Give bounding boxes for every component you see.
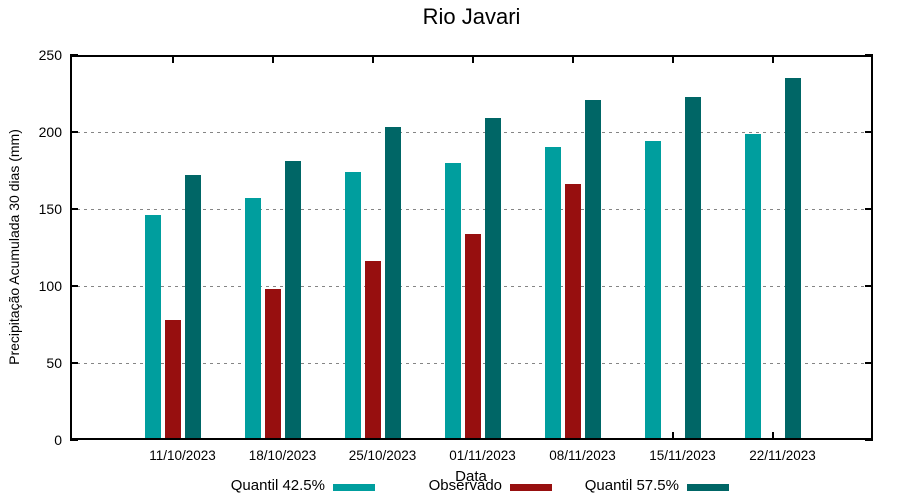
y-tick-label-0: 0 xyxy=(54,432,62,448)
legend-swatch-observado xyxy=(510,484,552,491)
x-tick-label-25-10-2023: 25/10/2023 xyxy=(348,448,417,463)
y-tick-0 xyxy=(865,439,873,441)
bar-quantil-57-5-11-10-2023 xyxy=(185,175,201,440)
bar-quantil-42-5-01-11-2023 xyxy=(445,163,461,440)
bar-quantil-57-5-08-11-2023 xyxy=(585,100,601,440)
bar-observado-25-10-2023 xyxy=(365,261,381,440)
x-tick-label-08-11-2023: 08/11/2023 xyxy=(549,448,616,463)
x-tick-15-11-2023 xyxy=(672,55,674,63)
bar-observado-18-10-2023 xyxy=(265,289,281,440)
bar-quantil-57-5-25-10-2023 xyxy=(385,127,401,440)
y-tick-50 xyxy=(70,362,78,364)
x-tick-label-01-11-2023: 01/11/2023 xyxy=(449,448,516,463)
y-tick-150 xyxy=(70,208,78,210)
plot-area xyxy=(70,54,873,441)
bar-quantil-57-5-15-11-2023 xyxy=(685,97,701,440)
bar-observado-11-10-2023 xyxy=(165,320,181,440)
bar-quantil-42-5-08-11-2023 xyxy=(545,147,561,440)
chart-title: Rio Javari xyxy=(422,4,521,29)
y-tick-label-250: 250 xyxy=(38,47,62,63)
y-axis-label: Precipitação Acumulada 30 dias (mm) xyxy=(6,129,22,365)
bar-quantil-42-5-25-10-2023 xyxy=(345,172,361,440)
x-tick-label-11-10-2023: 11/10/2023 xyxy=(149,448,216,463)
legend-swatch-quantil-57-5 xyxy=(687,484,729,491)
y-tick-200 xyxy=(70,131,78,133)
x-tick-25-10-2023 xyxy=(372,55,374,63)
bar-quantil-57-5-01-11-2023 xyxy=(485,118,501,440)
legend-swatch-quantil-42-5 xyxy=(333,484,375,491)
x-tick-18-10-2023 xyxy=(272,55,274,63)
bar-quantil-42-5-22-11-2023 xyxy=(745,134,761,440)
bar-quantil-42-5-15-11-2023 xyxy=(645,141,661,440)
y-tick-label-100: 100 xyxy=(38,278,62,294)
y-tick-200 xyxy=(865,131,873,133)
y-tick-label-50: 50 xyxy=(46,355,62,371)
x-tick-label-15-11-2023: 15/11/2023 xyxy=(649,448,716,463)
x-tick-15-11-2023 xyxy=(672,432,674,440)
bar-observado-01-11-2023 xyxy=(465,234,481,440)
x-tick-11-10-2023 xyxy=(172,55,174,63)
y-tick-0 xyxy=(70,439,78,441)
x-tick-08-11-2023 xyxy=(572,55,574,63)
y-tick-150 xyxy=(865,208,873,210)
gridline-200 xyxy=(70,132,873,133)
bar-quantil-57-5-18-10-2023 xyxy=(285,161,301,440)
bar-quantil-57-5-22-11-2023 xyxy=(785,78,801,440)
bar-quantil-42-5-11-10-2023 xyxy=(145,215,161,440)
legend-label-quantil-57-5: Quantil 57.5% xyxy=(584,477,679,494)
y-tick-label-200: 200 xyxy=(38,124,62,140)
gridline-150 xyxy=(70,209,873,210)
bar-observado-08-11-2023 xyxy=(565,184,581,440)
x-tick-label-22-11-2023: 22/11/2023 xyxy=(749,448,816,463)
x-tick-22-11-2023 xyxy=(772,55,774,63)
y-tick-250 xyxy=(70,54,78,56)
legend-label-observado: Observado xyxy=(428,477,502,494)
y-tick-50 xyxy=(865,362,873,364)
x-tick-label-18-10-2023: 18/10/2023 xyxy=(248,448,317,463)
x-axis-label: Data xyxy=(455,468,487,485)
x-tick-01-11-2023 xyxy=(472,55,474,63)
y-tick-label-150: 150 xyxy=(38,201,62,217)
bar-quantil-42-5-18-10-2023 xyxy=(245,198,261,440)
y-tick-100 xyxy=(70,285,78,287)
y-tick-250 xyxy=(865,54,873,56)
y-tick-100 xyxy=(865,285,873,287)
legend-label-quantil-42-5: Quantil 42.5% xyxy=(230,477,325,494)
x-tick-22-11-2023 xyxy=(772,432,774,440)
